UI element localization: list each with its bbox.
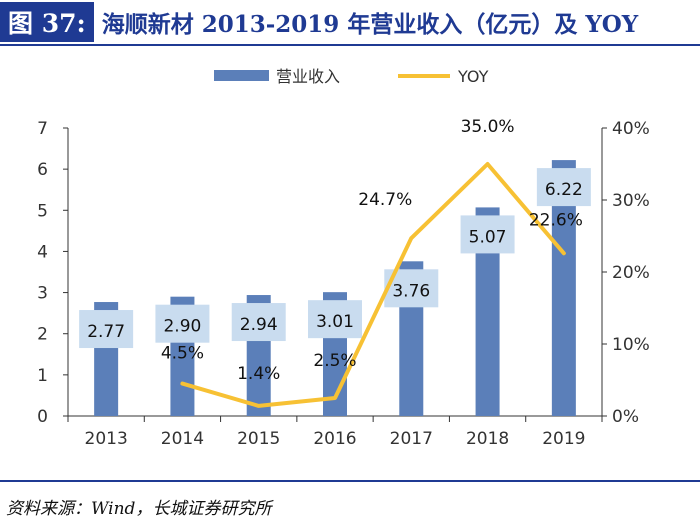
yoy-data-label: 1.4%: [237, 364, 280, 384]
legend-label-yoy: YOY: [457, 67, 489, 86]
revenue-label-box: [79, 310, 134, 349]
yoy-data-label: 22.6%: [529, 210, 583, 230]
chart-legend: 营业收入 YOY: [214, 67, 489, 86]
bar-label-series: 2.77 2.90 2.94 3.01 3.76 5.07 6.22: [79, 168, 591, 349]
bar-series: [94, 160, 576, 416]
yoy-line-series: [180, 162, 566, 408]
legend-swatch-revenue: [214, 70, 269, 81]
revenue-label-box: [460, 215, 515, 254]
figure-tag: 图 37:: [0, 2, 94, 42]
revenue-data-label: 6.22: [545, 180, 583, 200]
y-left-tick-label: 3: [37, 284, 48, 304]
revenue-data-label: 3.76: [392, 281, 430, 301]
chart-title: 海顺新材 2013-2019 年营业收入（亿元）及 YOY: [101, 11, 639, 38]
x-tick-label: 2016: [313, 429, 356, 449]
revenue-data-label: 5.07: [469, 227, 507, 247]
revenue-label-box: [231, 303, 286, 342]
y-left-tick-label: 0: [37, 407, 48, 427]
x-tick-label: 2015: [237, 429, 280, 449]
y-left-tick-label: 5: [37, 201, 48, 221]
revenue-data-label: 2.77: [87, 322, 125, 342]
revenue-label-box: [155, 304, 210, 343]
yoy-data-label: 2.5%: [313, 351, 356, 371]
x-tick-label: 2014: [161, 429, 204, 449]
revenue-data-label: 2.94: [240, 315, 278, 335]
y-left-tick-label: 1: [37, 366, 48, 386]
revenue-label-box: [308, 300, 362, 339]
x-tick-label: 2017: [390, 429, 433, 449]
revenue-data-label: 2.90: [163, 317, 201, 337]
revenue-yoy-chart: 营业收入 YOY 0 1 2 3 4 5 6 7 0% 10% 20% 30% 40% 2013 2014 20…: [37, 67, 650, 449]
y-right-tick-label: 40%: [612, 119, 650, 139]
x-tick-label: 2019: [542, 429, 585, 449]
y-left-tick-label: 2: [37, 325, 48, 345]
yoy-line: [180, 162, 566, 408]
legend-label-revenue: 营业收入: [276, 67, 340, 86]
footer-rule: [0, 480, 700, 482]
yoy-label-series: 4.5% 1.4% 2.5% 24.7% 35.0% 22.6%: [161, 117, 583, 384]
title-bar: 图 37: 海顺新材 2013-2019 年营业收入（亿元）及 YOY: [0, 0, 700, 44]
title-rule: [0, 44, 700, 46]
y-right-tick-label: 20%: [612, 263, 650, 283]
yoy-data-label: 24.7%: [358, 190, 412, 210]
y-left-tick-label: 4: [37, 242, 48, 262]
yoy-data-label: 35.0%: [461, 117, 515, 137]
revenue-data-label: 3.01: [316, 312, 354, 332]
x-tick-label: 2013: [85, 429, 128, 449]
source-note: 资料来源：Wind，长城证券研究所: [6, 499, 272, 519]
y-right-tick-label: 0%: [612, 407, 639, 427]
y-left-tick-label: 6: [37, 160, 48, 180]
yoy-data-label: 4.5%: [161, 344, 204, 364]
y-left-tick-label: 7: [37, 119, 48, 139]
y-right-tick-label: 10%: [612, 335, 650, 355]
x-tick-label: 2018: [466, 429, 509, 449]
y-right-tick-label: 30%: [612, 191, 650, 211]
revenue-label-box: [536, 168, 591, 207]
